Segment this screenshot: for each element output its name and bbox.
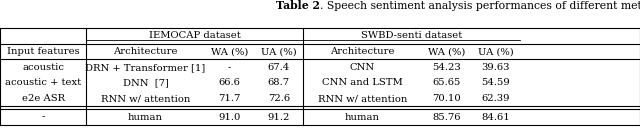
Text: 54.23: 54.23 bbox=[432, 63, 461, 72]
Text: CNN and LSTM: CNN and LSTM bbox=[322, 78, 403, 87]
Text: 72.6: 72.6 bbox=[268, 94, 290, 103]
Text: DRN + Transformer [1]: DRN + Transformer [1] bbox=[86, 63, 205, 72]
Text: acoustic + text: acoustic + text bbox=[5, 78, 81, 87]
Text: Table 2. Speech sentiment analysis performances of different methods.: Table 2. Speech sentiment analysis perfo… bbox=[124, 1, 516, 11]
Text: 85.76: 85.76 bbox=[432, 113, 461, 121]
Text: RNN w/ attention: RNN w/ attention bbox=[101, 94, 190, 103]
Text: CNN: CNN bbox=[350, 63, 375, 72]
Text: -: - bbox=[228, 63, 231, 72]
Text: 39.63: 39.63 bbox=[481, 63, 510, 72]
Text: SWBD-senti dataset: SWBD-senti dataset bbox=[361, 31, 463, 40]
Text: IEMOCAP dataset: IEMOCAP dataset bbox=[149, 31, 241, 40]
Text: Input features: Input features bbox=[7, 47, 79, 56]
Text: human: human bbox=[128, 113, 163, 121]
Text: e2e ASR: e2e ASR bbox=[22, 94, 65, 103]
Text: DNN  [7]: DNN [7] bbox=[123, 78, 168, 87]
Text: Table 2: Table 2 bbox=[276, 0, 320, 11]
Text: 54.59: 54.59 bbox=[481, 78, 510, 87]
Text: 71.7: 71.7 bbox=[218, 94, 241, 103]
Text: 91.2: 91.2 bbox=[268, 113, 290, 121]
Text: . Speech sentiment analysis performances of different methods.: . Speech sentiment analysis performances… bbox=[320, 1, 640, 11]
Text: 65.65: 65.65 bbox=[432, 78, 461, 87]
Text: WA (%): WA (%) bbox=[428, 47, 465, 56]
Text: 70.10: 70.10 bbox=[432, 94, 461, 103]
Text: acoustic: acoustic bbox=[22, 63, 64, 72]
Text: 62.39: 62.39 bbox=[481, 94, 510, 103]
Text: 84.61: 84.61 bbox=[481, 113, 510, 121]
Text: 66.6: 66.6 bbox=[218, 78, 241, 87]
Text: 91.0: 91.0 bbox=[218, 113, 241, 121]
Text: Architecture: Architecture bbox=[113, 47, 178, 56]
Text: RNN w/ attention: RNN w/ attention bbox=[318, 94, 407, 103]
Text: human: human bbox=[345, 113, 380, 121]
Text: Architecture: Architecture bbox=[330, 47, 395, 56]
Text: -: - bbox=[42, 113, 45, 121]
Text: WA (%): WA (%) bbox=[211, 47, 248, 56]
Text: 67.4: 67.4 bbox=[268, 63, 290, 72]
Text: 68.7: 68.7 bbox=[268, 78, 290, 87]
Text: UA (%): UA (%) bbox=[478, 47, 513, 56]
Text: UA (%): UA (%) bbox=[261, 47, 296, 56]
